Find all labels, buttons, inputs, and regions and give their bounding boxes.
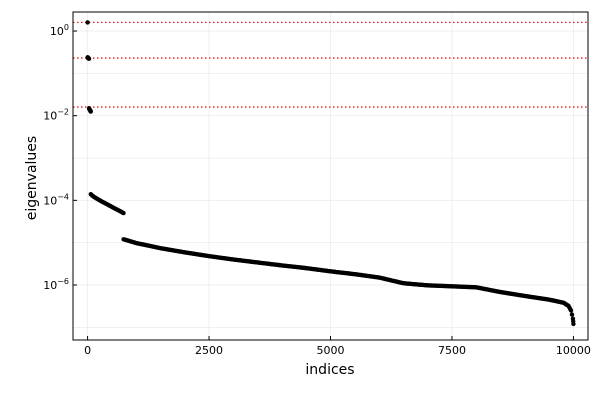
y-tick-label: 10−4 [43, 192, 69, 207]
y-tick-label: 100 [50, 23, 69, 38]
x-tick-label: 7500 [438, 344, 466, 357]
grid [73, 12, 588, 340]
reference-lines [73, 21, 588, 108]
x-tick-label: 2500 [195, 344, 223, 357]
data-point [85, 20, 90, 25]
y-tick-label: 10−2 [43, 108, 69, 123]
y-axis-label: eigenvalues [24, 136, 40, 220]
data-point [121, 210, 126, 216]
data-point [568, 308, 574, 313]
data-points [85, 20, 576, 327]
x-tick-label: 10000 [556, 344, 591, 357]
x-tick-label: 5000 [317, 344, 345, 357]
data-point [571, 321, 576, 327]
data-point [569, 312, 575, 317]
x-tick-label: 0 [84, 344, 91, 357]
data-point [88, 109, 93, 114]
y-tick-label: 10−6 [43, 277, 69, 292]
y-axis: 100 10−2 10−4 10−6 [43, 23, 77, 292]
x-axis-label: indices [305, 362, 354, 378]
data-point [86, 56, 92, 61]
x-axis: 0 2500 5000 7500 10000 [84, 336, 591, 357]
